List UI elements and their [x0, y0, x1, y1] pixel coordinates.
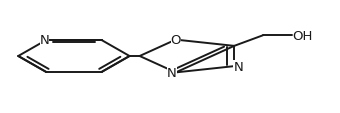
Text: O: O	[171, 33, 181, 46]
Text: N: N	[39, 33, 49, 46]
Text: OH: OH	[292, 29, 313, 42]
Text: N: N	[167, 67, 176, 80]
Text: N: N	[233, 61, 243, 74]
